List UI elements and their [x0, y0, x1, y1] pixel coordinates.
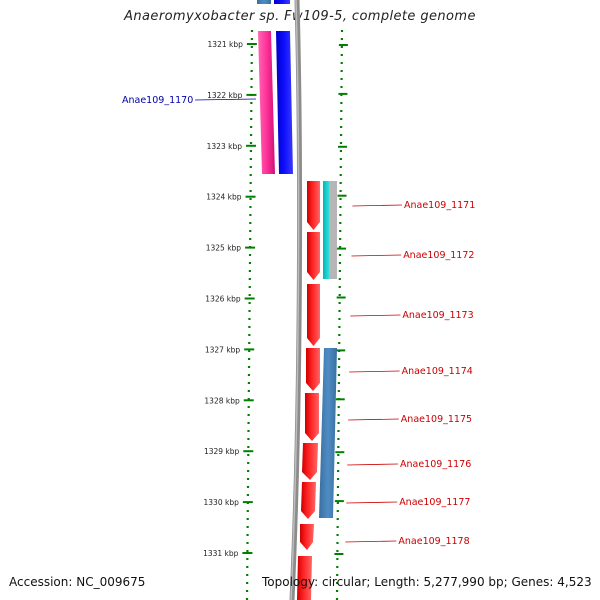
tick-label: 1331 kbp — [203, 549, 239, 558]
feature-gray — [329, 181, 337, 279]
feature-cyan — [323, 181, 329, 279]
gene-anae109-1170-cds — [276, 31, 293, 174]
gene-leader-line — [194, 98, 257, 101]
gene-leader-line — [350, 314, 401, 317]
gene-leader-line — [351, 254, 402, 257]
genome-backbone — [289, 0, 303, 600]
gene-label[interactable]: Anae109_1170 — [122, 95, 193, 106]
gene-label[interactable]: Anae109_1173 — [402, 310, 473, 321]
cds-anae109-1176 — [302, 443, 318, 480]
forward-feature-top-steelblue — [257, 0, 271, 4]
gene-label[interactable]: Anae109_1171 — [404, 200, 475, 211]
tick-label: 1322 kbp — [207, 91, 243, 100]
cds-anae109-1173 — [307, 284, 320, 346]
cds-anae109-1172 — [307, 232, 320, 280]
cds-anae109-1171 — [307, 181, 320, 230]
tick-label: 1329 kbp — [204, 447, 240, 456]
gene-label[interactable]: Anae109_1178 — [398, 536, 469, 547]
forward-feature-top-blue — [274, 0, 290, 4]
gene-label[interactable]: Anae109_1175 — [401, 414, 472, 425]
tick-label: 1324 kbp — [206, 193, 242, 202]
cds-anae109-1175 — [305, 393, 319, 441]
tick-label: 1327 kbp — [205, 345, 241, 354]
tick-label: 1330 kbp — [204, 498, 240, 507]
tick-label: 1321 kbp — [208, 40, 244, 49]
accession-text: Accession: NC_009675 — [9, 575, 146, 589]
cds-bottom-partial — [297, 556, 312, 600]
gene-label[interactable]: Anae109_1172 — [403, 250, 474, 261]
reverse-cds-group — [297, 181, 320, 600]
tick-label: 1325 kbp — [206, 244, 242, 253]
forward-features — [257, 0, 293, 174]
gene-leader-line — [348, 418, 399, 421]
gene-label[interactable]: Anae109_1177 — [399, 497, 470, 508]
genome-backbone-highlight — [290, 0, 300, 600]
topology-text: Topology: circular; Length: 5,277,990 bp… — [262, 575, 592, 589]
gene-anae109-1170-pink-feature — [258, 31, 275, 174]
tick-label: 1328 kbp — [204, 396, 240, 405]
gene-leader-line — [347, 463, 399, 466]
gene-label[interactable]: Anae109_1174 — [402, 366, 473, 377]
tick-label-group: 1321 kbp 1322 kbp 1323 kbp 1324 kbp 1325 kbp… — [203, 40, 243, 558]
cds-anae109-1178 — [300, 524, 314, 550]
right-axis-line — [335, 29, 344, 600]
left-tick-group — [242, 43, 257, 554]
gene-leader-line — [352, 204, 403, 207]
cds-anae109-1177 — [301, 482, 316, 519]
gene-label[interactable]: Anae109_1176 — [400, 459, 471, 470]
reverse-secondary-features — [319, 181, 337, 518]
right-tick-group — [334, 44, 348, 555]
cds-anae109-1174 — [306, 348, 320, 391]
tick-label: 1323 kbp — [207, 142, 243, 151]
gene-label-group: Anae109_1170 Anae109_1171 Anae109_1172 Anae… — [122, 95, 475, 547]
right-axis — [334, 29, 348, 600]
left-axis-line — [245, 29, 254, 600]
left-axis — [242, 29, 257, 600]
tick-label: 1326 kbp — [205, 295, 241, 304]
gene-leader-line — [349, 370, 400, 373]
gene-leader-line — [345, 540, 397, 543]
gene-leader-line — [346, 501, 398, 504]
feature-steelblue — [319, 348, 337, 518]
